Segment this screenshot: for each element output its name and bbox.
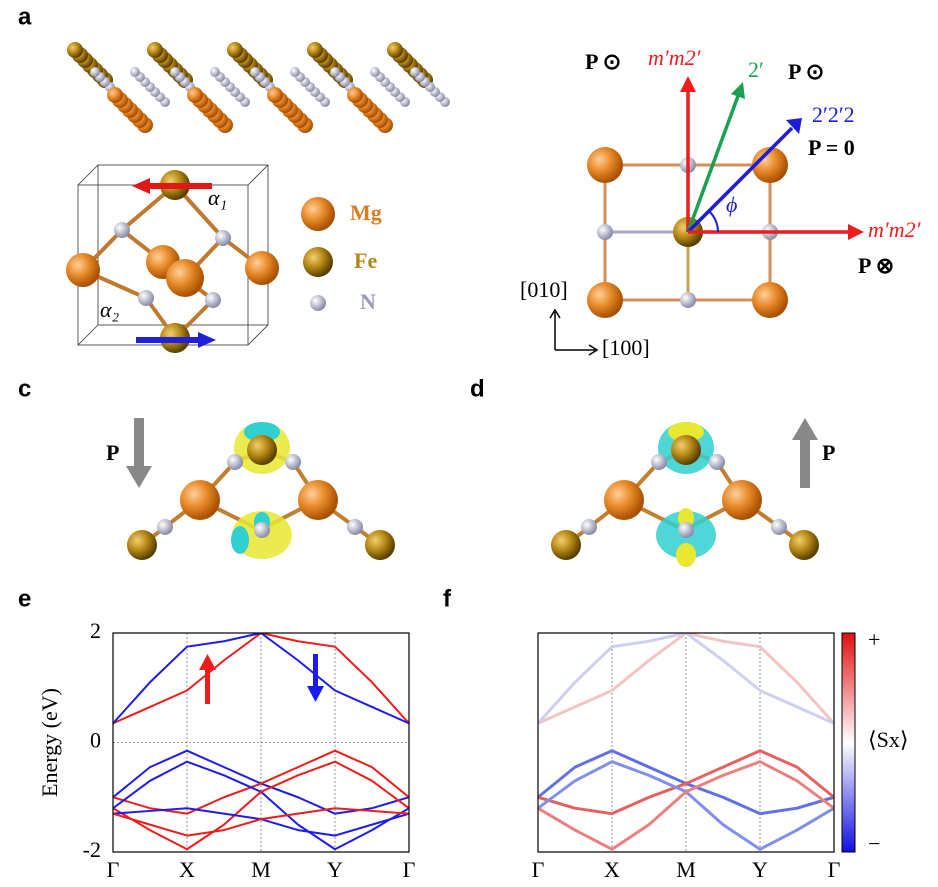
atom xyxy=(147,42,163,58)
atom xyxy=(210,67,220,77)
symmetry-label: m′m2′ xyxy=(868,217,922,242)
structure-d xyxy=(551,422,819,567)
x-tick-label: Γ xyxy=(107,857,120,882)
atom xyxy=(387,42,403,58)
polarization-label: P xyxy=(822,440,835,465)
panel-label: e xyxy=(18,585,31,612)
x-tick-label: M xyxy=(676,857,696,882)
crystal-axes xyxy=(549,308,599,356)
y-tick-label: 0 xyxy=(90,728,101,753)
polarization-label: P xyxy=(106,440,119,465)
x-tick-label: Y xyxy=(752,857,768,882)
atom xyxy=(290,67,300,77)
colorbar-max: + xyxy=(868,627,880,652)
atom xyxy=(410,67,420,77)
x-tick-label: Γ xyxy=(403,857,416,882)
colorbar-min: − xyxy=(868,831,880,856)
atom xyxy=(170,67,180,77)
symmetry-label: m′m2′ xyxy=(648,45,702,70)
band-line xyxy=(538,633,834,725)
polarization-label: P ⊗ xyxy=(858,253,894,278)
panel-label: d xyxy=(470,375,485,402)
species-legend: Mg Fe N xyxy=(301,197,382,314)
panel-label: f xyxy=(443,585,452,612)
band-line xyxy=(538,760,834,851)
polarization-label: P ⊙ xyxy=(585,49,621,74)
atom xyxy=(90,67,100,77)
atom xyxy=(107,87,123,103)
symmetry-arrows xyxy=(680,76,864,240)
y-axis-label: Energy (eV) xyxy=(37,688,62,797)
band-line xyxy=(113,760,409,851)
colorbar xyxy=(841,632,856,853)
atom xyxy=(347,87,363,103)
cell-atoms xyxy=(66,170,279,353)
atom xyxy=(187,87,203,103)
x-tick-label: Γ xyxy=(532,857,545,882)
panel-label: a xyxy=(18,3,32,30)
polarization-arrow xyxy=(792,418,818,488)
x-tick-label: Y xyxy=(327,857,343,882)
legend-label: Mg xyxy=(350,200,382,225)
structure-c xyxy=(127,422,395,560)
polarization-label: P ⊙ xyxy=(788,59,824,84)
polarization-label: P = 0 xyxy=(808,135,855,160)
angle-label: α₁ xyxy=(208,185,227,210)
atom xyxy=(307,42,323,58)
colorbar-label: ⟨Sx⟩ xyxy=(868,727,908,752)
lattice-atoms xyxy=(587,147,788,318)
legend-label: N xyxy=(360,289,376,314)
band-line xyxy=(538,633,834,725)
y-tick-label: -2 xyxy=(83,837,101,862)
symmetry-label: 2′2′2 xyxy=(812,102,855,127)
spin-arrows xyxy=(132,178,216,348)
band-line xyxy=(113,633,409,725)
chain-structure xyxy=(67,42,450,133)
polarization-arrow xyxy=(126,418,152,488)
panel-label: c xyxy=(18,375,31,402)
symmetry-label: 2′ xyxy=(748,57,764,82)
axis-label: [100] xyxy=(602,335,650,360)
angle-label: ϕ xyxy=(726,192,737,217)
atom xyxy=(267,87,283,103)
atom xyxy=(250,67,260,77)
y-tick-label: 2 xyxy=(90,618,101,643)
x-tick-label: M xyxy=(251,857,271,882)
atom xyxy=(370,67,380,77)
axis-label: [010] xyxy=(520,277,568,302)
x-tick-label: Γ xyxy=(828,857,841,882)
angle-label: α₂ xyxy=(100,297,120,322)
plot-frame xyxy=(537,632,835,853)
atom xyxy=(67,42,83,58)
atom xyxy=(130,67,140,77)
x-tick-label: X xyxy=(179,857,195,882)
legend-label: Fe xyxy=(354,248,377,273)
atom xyxy=(227,42,243,58)
band-line xyxy=(538,749,834,816)
band-line xyxy=(113,633,409,725)
x-tick-label: X xyxy=(604,857,620,882)
atom xyxy=(330,67,340,77)
spin-arrows xyxy=(199,654,324,704)
plot-frame xyxy=(112,632,410,853)
band-line xyxy=(113,807,409,837)
